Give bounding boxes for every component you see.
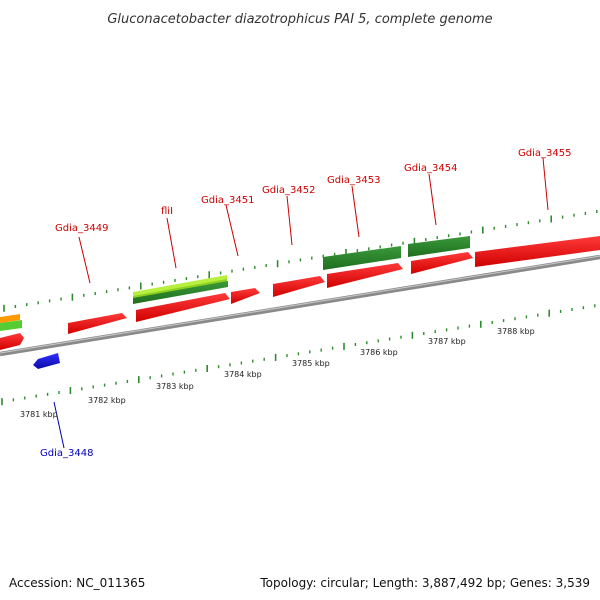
leader-flil	[166, 217, 177, 269]
scale-label: 3782 kbp	[88, 396, 126, 405]
gene-label-gdia-3449[interactable]: Gdia_3449	[55, 223, 108, 234]
gene-arrow-left-edge-upper[interactable]	[0, 333, 24, 350]
scale-label: 3781 kbp	[20, 410, 58, 419]
gene-labels: Gdia_3449 fliI Gdia_3451 Gdia_3452 Gdia_…	[40, 148, 571, 459]
gene-label-gdia-3454[interactable]: Gdia_3454	[404, 163, 457, 174]
leader-gdia-3452	[286, 195, 293, 246]
gene-arrow-flil[interactable]	[136, 293, 230, 322]
accession-text: Accession: NC_011365	[9, 576, 145, 590]
leader-gdia-3453	[351, 185, 360, 238]
feature-bar-green-edge[interactable]	[0, 320, 22, 331]
gene-label-gdia-3455[interactable]: Gdia_3455	[518, 148, 571, 159]
reverse-tick-track	[1, 304, 596, 406]
forward-genes	[0, 236, 600, 350]
gene-arrow-gdia-3451[interactable]	[231, 288, 260, 304]
scale-label: 3788 kbp	[497, 327, 535, 336]
feature-bars	[0, 236, 470, 331]
genome-summary-text: Topology: circular; Length: 3,887,492 bp…	[259, 576, 590, 590]
gene-arrow-gdia-3449[interactable]	[68, 313, 127, 334]
gene-label-gdia-3452[interactable]: Gdia_3452	[262, 185, 315, 196]
feature-bar-dark-green-3453[interactable]	[323, 246, 401, 270]
genome-backbone	[0, 254, 600, 357]
scale-label: 3786 kbp	[360, 348, 398, 357]
gene-arrow-gdia-3452[interactable]	[273, 276, 325, 297]
scale-label: 3787 kbp	[428, 337, 466, 346]
scale-labels: 3781 kbp 3782 kbp 3783 kbp 3784 kbp 3785…	[20, 327, 535, 419]
gene-arrow-gdia-3454[interactable]	[411, 252, 473, 274]
gene-label-flil[interactable]: fliI	[161, 206, 173, 217]
gene-label-gdia-3451[interactable]: Gdia_3451	[201, 195, 254, 206]
gene-label-gdia-3453[interactable]: Gdia_3453	[327, 175, 380, 186]
leader-gdia-3451	[225, 204, 239, 257]
leader-gdia-3449	[78, 236, 91, 284]
feature-bar-dark-green-3454[interactable]	[408, 236, 470, 257]
leader-gdia-3448	[53, 401, 65, 449]
leader-gdia-3455	[542, 157, 549, 211]
forward-tick-track	[3, 210, 598, 312]
gene-arrow-gdia-3453[interactable]	[327, 263, 403, 288]
leader-gdia-3454	[428, 173, 437, 226]
genome-backbone-highlight	[0, 255, 600, 354]
scale-label: 3784 kbp	[224, 370, 262, 379]
label-leader-lines	[53, 157, 549, 449]
feature-bar-orange-edge[interactable]	[0, 314, 20, 323]
page-title: Gluconacetobacter diazotrophicus PAI 5, …	[107, 12, 492, 27]
scale-label: 3785 kbp	[292, 359, 330, 368]
scale-label: 3783 kbp	[156, 382, 194, 391]
gene-label-gdia-3448[interactable]: Gdia_3448	[40, 448, 93, 459]
feature-bar-dark-green-fli[interactable]	[133, 281, 228, 304]
gene-arrow-gdia-3455[interactable]	[475, 236, 600, 267]
gene-arrow-gdia-3448[interactable]	[33, 353, 60, 369]
